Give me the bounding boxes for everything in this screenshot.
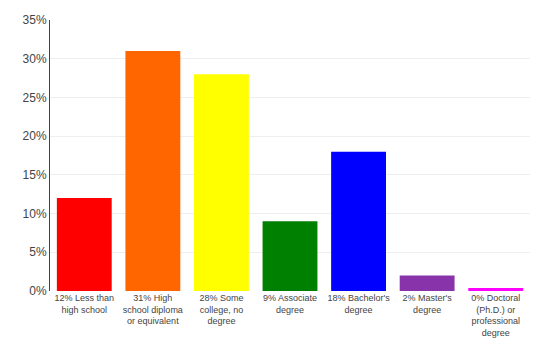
svg-text:18% Bachelor'sdegree: 18% Bachelor'sdegree: [327, 293, 390, 315]
svg-text:12% Less thanhigh school: 12% Less thanhigh school: [55, 293, 115, 315]
svg-text:2% Master'sdegree: 2% Master'sdegree: [403, 293, 453, 315]
svg-text:0% Doctoral(Ph.D.) orprofessio: 0% Doctoral(Ph.D.) orprofessionaldegree: [471, 293, 520, 338]
svg-text:0%: 0%: [29, 284, 47, 298]
svg-text:25%: 25%: [23, 91, 47, 105]
svg-text:10%: 10%: [23, 207, 47, 221]
svg-text:35%: 35%: [23, 13, 47, 27]
svg-text:9% Associatedegree: 9% Associatedegree: [263, 293, 317, 315]
svg-text:20%: 20%: [23, 129, 47, 143]
svg-text:15%: 15%: [23, 168, 47, 182]
svg-text:28% Somecollege, nodegree: 28% Somecollege, nodegree: [199, 293, 243, 326]
svg-text:31% Highschool diplomaor equiv: 31% Highschool diplomaor equivalent: [123, 293, 183, 326]
svg-text:5%: 5%: [29, 245, 47, 259]
svg-text:30%: 30%: [23, 52, 47, 66]
